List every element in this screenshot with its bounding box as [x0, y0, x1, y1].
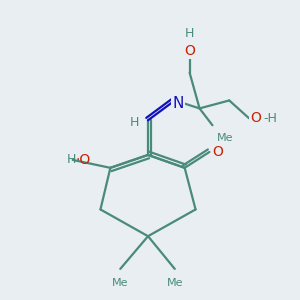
Text: H: H	[130, 116, 139, 129]
Text: ·O: ·O	[76, 153, 91, 167]
Text: Me: Me	[167, 278, 183, 288]
Text: N: N	[172, 96, 183, 111]
Text: Me: Me	[218, 133, 234, 143]
Text: O: O	[212, 145, 223, 159]
Text: H: H	[66, 153, 76, 167]
Text: Me: Me	[112, 278, 128, 288]
Text: -H: -H	[263, 112, 277, 125]
Text: O: O	[184, 44, 195, 58]
Text: O: O	[250, 111, 261, 125]
Text: H: H	[185, 27, 194, 40]
